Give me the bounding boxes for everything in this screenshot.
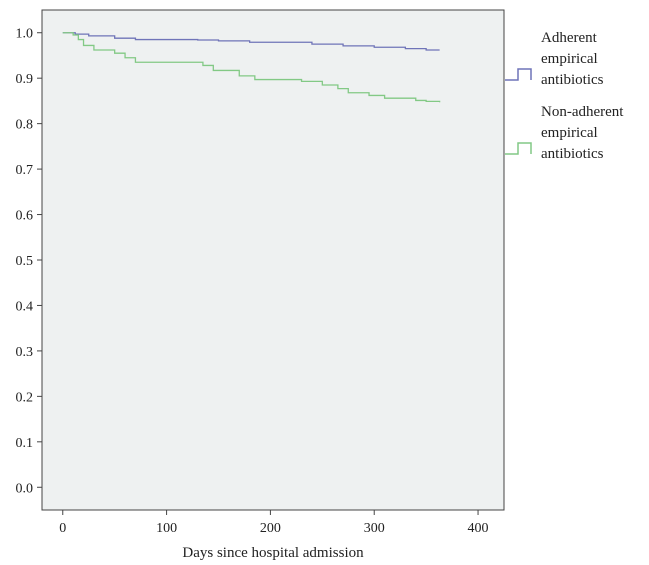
series-lines — [62, 32, 441, 103]
series-line-non-adherent — [62, 32, 441, 103]
legend-label: Adherent — [541, 30, 598, 46]
legend: Adherent empirical antibiotics Non-adherent… — [505, 30, 624, 162]
y-tick-label: 0.9 — [16, 72, 34, 87]
legend-label: antibiotics — [541, 72, 604, 88]
legend-symbol — [505, 68, 532, 81]
plot-area — [41, 9, 505, 511]
legend-symbol — [505, 142, 532, 155]
x-tick-label: 0 — [59, 521, 66, 536]
legend-label: antibiotics — [541, 146, 604, 162]
y-tick-label: 0.4 — [16, 299, 34, 314]
legend-label: Non-adherent — [541, 104, 624, 120]
x-tick-label: 300 — [364, 521, 385, 536]
x-tick-label: 400 — [468, 521, 489, 536]
x-axis: 0 100 200 300 400 — [59, 510, 489, 536]
y-tick-label: 0.8 — [16, 118, 34, 133]
y-tick-label: 0.5 — [16, 254, 34, 269]
y-tick-label: 0.1 — [16, 436, 34, 451]
x-tick-label: 100 — [156, 521, 177, 536]
x-tick-label: 200 — [260, 521, 281, 536]
y-tick-label: 0.6 — [16, 209, 34, 224]
legend-label: empirical — [541, 51, 598, 67]
y-tick-label: 0.0 — [16, 481, 34, 496]
y-tick-label: 1.0 — [16, 27, 34, 42]
x-axis-title: Days since hospital admission — [182, 545, 364, 561]
y-tick-label: 0.3 — [16, 345, 34, 360]
legend-label: empirical — [541, 125, 598, 141]
y-tick-label: 0.7 — [16, 163, 34, 178]
y-axis: 0.0 0.1 0.2 0.3 0.4 0.5 0.6 0.7 0.8 0.9 1.0 — [16, 27, 42, 496]
y-tick-label: 0.2 — [16, 390, 34, 405]
series-line-adherent — [62, 32, 440, 51]
